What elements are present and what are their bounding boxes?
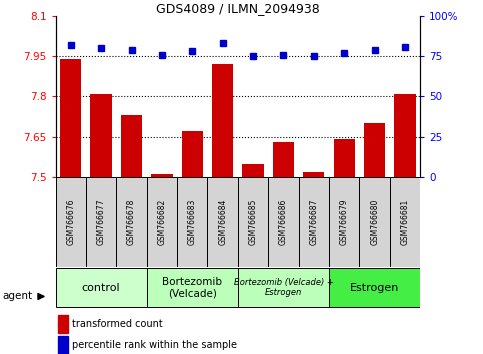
Bar bbox=[90, 94, 112, 177]
Text: percentile rank within the sample: percentile rank within the sample bbox=[72, 340, 238, 350]
FancyBboxPatch shape bbox=[238, 268, 329, 307]
Text: GSM766685: GSM766685 bbox=[249, 199, 257, 245]
Bar bbox=[58, 315, 68, 333]
FancyBboxPatch shape bbox=[56, 177, 86, 267]
Bar bbox=[58, 336, 68, 354]
Text: agent: agent bbox=[2, 291, 32, 302]
Bar bbox=[182, 131, 203, 177]
FancyBboxPatch shape bbox=[390, 177, 420, 267]
FancyBboxPatch shape bbox=[298, 177, 329, 267]
FancyBboxPatch shape bbox=[359, 177, 390, 267]
Text: Bortezomib (Velcade) +
Estrogen: Bortezomib (Velcade) + Estrogen bbox=[233, 278, 333, 297]
FancyBboxPatch shape bbox=[238, 177, 268, 267]
FancyBboxPatch shape bbox=[147, 268, 238, 307]
FancyBboxPatch shape bbox=[268, 177, 298, 267]
Text: control: control bbox=[82, 282, 120, 293]
Bar bbox=[212, 64, 233, 177]
Text: GSM766681: GSM766681 bbox=[400, 199, 410, 245]
Bar bbox=[364, 123, 385, 177]
Text: transformed count: transformed count bbox=[72, 319, 163, 329]
Text: GSM766676: GSM766676 bbox=[66, 199, 75, 245]
Bar bbox=[60, 59, 81, 177]
FancyBboxPatch shape bbox=[147, 177, 177, 267]
FancyBboxPatch shape bbox=[86, 177, 116, 267]
Text: GSM766683: GSM766683 bbox=[188, 199, 197, 245]
FancyBboxPatch shape bbox=[177, 177, 208, 267]
Text: GSM766682: GSM766682 bbox=[157, 199, 167, 245]
Title: GDS4089 / ILMN_2094938: GDS4089 / ILMN_2094938 bbox=[156, 2, 320, 15]
FancyBboxPatch shape bbox=[329, 268, 420, 307]
Bar bbox=[303, 172, 325, 177]
FancyBboxPatch shape bbox=[116, 177, 147, 267]
Text: GSM766678: GSM766678 bbox=[127, 199, 136, 245]
Text: GSM766677: GSM766677 bbox=[97, 199, 106, 245]
Bar bbox=[395, 94, 416, 177]
Text: GSM766684: GSM766684 bbox=[218, 199, 227, 245]
Bar bbox=[273, 142, 294, 177]
FancyBboxPatch shape bbox=[329, 177, 359, 267]
FancyBboxPatch shape bbox=[208, 177, 238, 267]
FancyBboxPatch shape bbox=[56, 268, 147, 307]
Text: GSM766679: GSM766679 bbox=[340, 199, 349, 245]
Text: Estrogen: Estrogen bbox=[350, 282, 399, 293]
Text: GSM766680: GSM766680 bbox=[370, 199, 379, 245]
Bar bbox=[242, 164, 264, 177]
Bar bbox=[334, 139, 355, 177]
Text: GSM766686: GSM766686 bbox=[279, 199, 288, 245]
Bar bbox=[121, 115, 142, 177]
Bar bbox=[151, 174, 172, 177]
Text: GSM766687: GSM766687 bbox=[309, 199, 318, 245]
Text: Bortezomib
(Velcade): Bortezomib (Velcade) bbox=[162, 277, 222, 298]
